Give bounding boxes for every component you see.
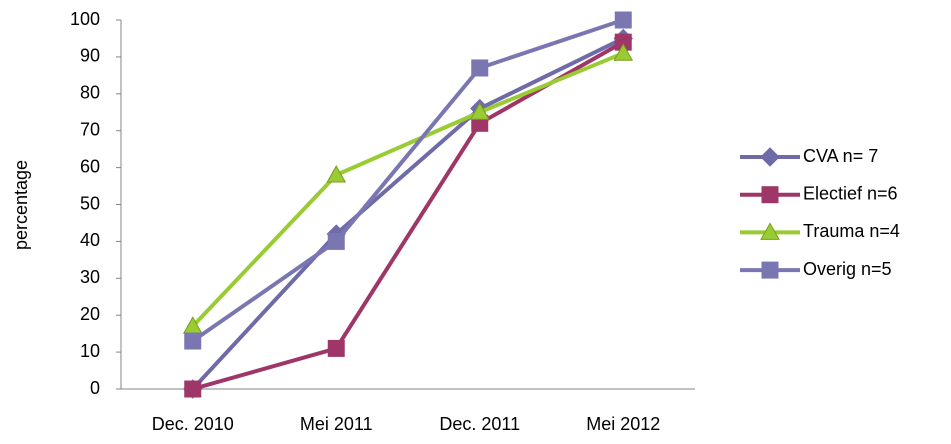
point-marker — [327, 339, 345, 357]
point-marker — [614, 11, 632, 29]
point-marker — [184, 332, 202, 350]
point-marker — [184, 380, 202, 398]
y-tick-label: 100 — [70, 9, 100, 29]
x-tick-label: Mei 2011 — [300, 414, 373, 434]
legend-marker — [761, 261, 779, 279]
series-line — [192, 40, 625, 391]
point-marker — [613, 43, 634, 61]
x-tick-label: Dec. 2011 — [439, 414, 520, 434]
y-tick-label: 50 — [80, 193, 100, 213]
y-tick-label: 60 — [80, 156, 100, 176]
y-tick-label: 70 — [80, 119, 100, 139]
legend-label: Overig n=5 — [803, 259, 892, 279]
y-tick-label: 20 — [80, 304, 100, 324]
y-tick-label: 0 — [90, 378, 100, 398]
y-tick-label: 40 — [80, 230, 100, 250]
legend-label: CVA n= 7 — [803, 146, 878, 166]
y-tick-label: 80 — [80, 83, 100, 103]
point-marker — [469, 102, 490, 120]
y-axis-label: percentage — [11, 160, 31, 250]
legend-label: Electief n=6 — [803, 183, 898, 203]
legend-marker — [761, 186, 779, 204]
legend-marker — [760, 147, 780, 167]
legend-marker — [760, 222, 780, 240]
y-tick-label: 90 — [80, 46, 100, 66]
point-marker — [326, 164, 347, 183]
x-tick-label: Dec. 2010 — [152, 414, 234, 434]
y-tick-label: 10 — [80, 341, 100, 361]
point-marker — [471, 59, 489, 77]
point-marker — [327, 232, 345, 250]
series-line — [191, 18, 624, 343]
legend-label: Trauma n=4 — [803, 221, 900, 241]
series-line — [191, 51, 625, 328]
x-tick-label: Mei 2012 — [586, 414, 660, 434]
y-tick-label: 30 — [80, 267, 100, 287]
series-line — [191, 36, 625, 391]
